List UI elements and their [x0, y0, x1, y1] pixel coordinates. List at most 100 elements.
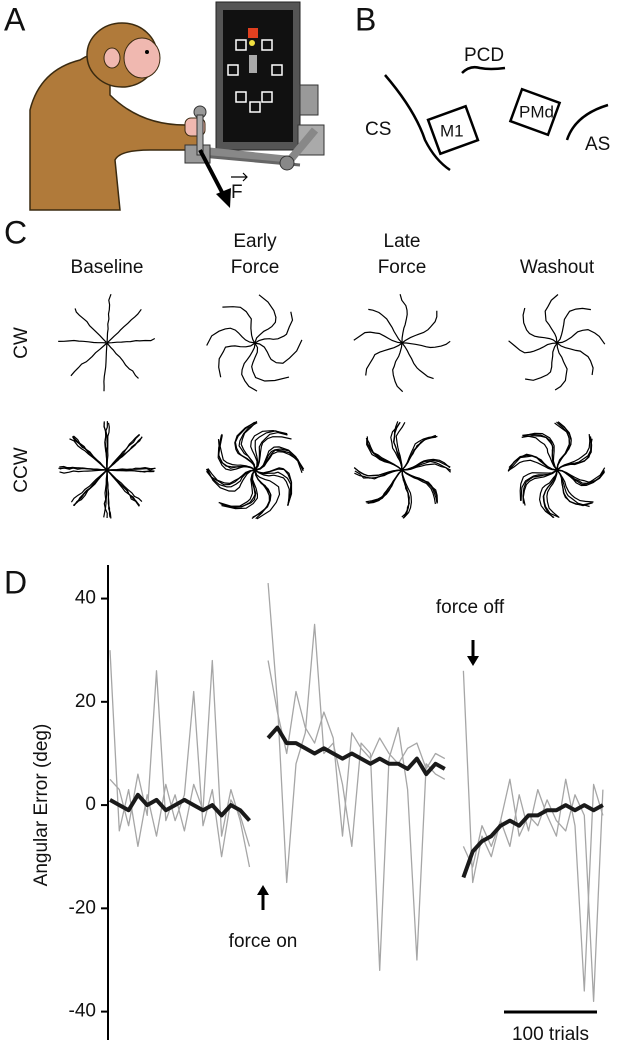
trajectories: Baseline Early Force Late Force Washout CW CCW	[11, 231, 606, 520]
trajectory	[106, 436, 143, 471]
monkey-illustration	[29, 22, 206, 211]
column-header: Early	[233, 231, 277, 252]
panel-label: D	[4, 564, 27, 600]
annotation-arrowhead	[467, 656, 479, 666]
area-label: PCD	[464, 45, 504, 66]
trajectory	[217, 434, 256, 471]
trajectory	[251, 342, 290, 382]
apparatus	[184, 1, 325, 208]
trajectory	[522, 433, 558, 471]
trajectory	[522, 470, 557, 506]
trajectory	[206, 468, 256, 492]
y-tick-label: 0	[85, 794, 96, 815]
force-label: F	[231, 182, 243, 203]
y-tick-label: 40	[75, 588, 96, 609]
trajectory	[556, 421, 572, 471]
error-chart: 40 20 0 -20 -40 Angular Error (deg) force on fo…	[31, 565, 604, 1045]
trajectory	[401, 469, 413, 518]
trajectory	[401, 468, 436, 505]
trajectory	[365, 469, 403, 503]
trajectory	[401, 310, 438, 344]
trajectory	[70, 469, 108, 503]
trajectory	[222, 306, 255, 343]
trajectory	[70, 342, 108, 377]
trajectory	[206, 327, 256, 346]
trajectory	[556, 435, 592, 471]
trajectory	[365, 437, 402, 471]
mean-line	[109, 725, 604, 879]
trajectory	[255, 448, 304, 472]
area-label: AS	[585, 134, 610, 155]
trajectory	[254, 469, 281, 520]
trajectory	[556, 342, 594, 376]
trajectory	[73, 469, 108, 507]
column-header: Late	[384, 231, 421, 252]
trajectory	[368, 308, 403, 344]
annotation-arrowhead	[257, 885, 269, 895]
trajectory	[353, 331, 402, 344]
trajectory	[507, 459, 558, 472]
trajectory	[554, 342, 568, 391]
trajectory	[234, 421, 256, 471]
trajectory	[522, 307, 557, 343]
trajectory	[220, 469, 256, 509]
trajectory	[402, 458, 451, 471]
trajectory	[555, 468, 590, 508]
panel-label: C	[4, 214, 27, 250]
trajectory	[254, 339, 303, 364]
trajectory	[546, 469, 560, 519]
trajectory	[392, 341, 404, 393]
trajectory	[250, 429, 288, 471]
trajectory	[254, 469, 290, 506]
y-tick-label: -20	[69, 897, 96, 918]
trajectory	[508, 453, 557, 471]
trajectory	[106, 308, 142, 344]
y-tick-label: 20	[75, 691, 96, 712]
trajectory	[106, 293, 112, 343]
trajectory	[395, 422, 406, 471]
area-label: PMd	[519, 102, 554, 121]
trajectory	[205, 468, 256, 486]
trajectory	[218, 342, 256, 378]
y-tick-label: -40	[69, 1001, 96, 1022]
trajectory	[106, 466, 156, 471]
trajectory	[254, 436, 292, 471]
trajectory	[59, 469, 107, 474]
trajectory	[106, 342, 139, 379]
trajectory	[58, 339, 107, 344]
trajectory	[402, 463, 452, 473]
trajectory	[254, 469, 271, 520]
column-header: Force	[378, 257, 427, 278]
panel-label: A	[4, 1, 26, 37]
trajectory	[106, 469, 143, 503]
column-header: Washout	[520, 257, 595, 278]
column-header: Force	[231, 257, 280, 278]
trajectory	[103, 342, 108, 392]
trajectory	[401, 469, 438, 503]
row-label: CCW	[11, 447, 32, 492]
trajectory	[254, 294, 277, 343]
trajectory	[556, 421, 571, 471]
annotation: force off	[436, 597, 505, 618]
column-header: Baseline	[71, 257, 144, 278]
trajectory	[106, 337, 156, 344]
sulci	[384, 65, 609, 172]
trial-line	[109, 583, 604, 992]
trajectory	[399, 294, 408, 344]
trajectory	[58, 466, 107, 471]
trajectory	[74, 308, 107, 343]
trajectory	[525, 342, 559, 381]
y-axis-label: Angular Error (deg)	[31, 724, 52, 887]
trajectory	[69, 438, 108, 471]
trajectory	[254, 311, 294, 344]
trajectory	[218, 469, 257, 507]
row-label: CW	[11, 327, 32, 359]
trajectory	[254, 430, 288, 470]
trajectory	[519, 469, 557, 501]
trajectory	[522, 435, 558, 471]
trajectory	[393, 421, 403, 470]
trajectory	[556, 469, 605, 483]
trajectory	[402, 340, 451, 349]
trajectory	[254, 469, 292, 506]
